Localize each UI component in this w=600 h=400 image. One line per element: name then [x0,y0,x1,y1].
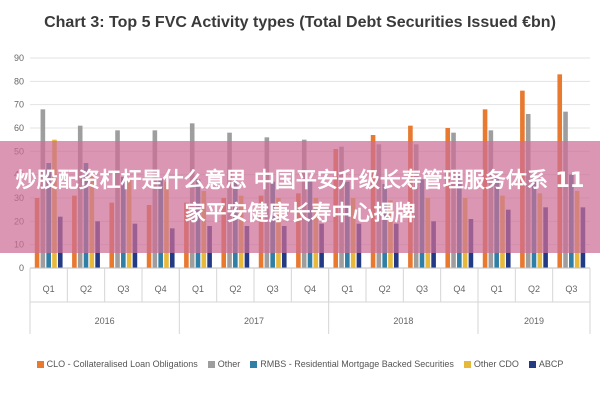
year-label: 2016 [95,316,115,326]
legend-item: ABCP [528,359,564,369]
y-tick-label: 90 [14,53,24,63]
chart-title: Chart 3: Top 5 FVC Activity types (Total… [44,14,556,31]
legend-item: Other CDO [463,359,519,369]
legend-swatch [528,360,536,368]
legend-label: Other CDO [473,359,519,369]
y-tick-label: 0 [19,263,24,273]
legend-label: Other [217,359,241,369]
y-tick-label: 60 [14,123,24,133]
x-tick-label: Q4 [155,284,167,294]
x-tick-label: Q1 [491,284,503,294]
year-label: 2018 [393,316,413,326]
year-label: 2019 [524,316,544,326]
year-label: 2017 [244,316,264,326]
legend-item: RMBS - Residential Mortgage Backed Secur… [250,359,454,369]
x-tick-label: Q1 [192,284,204,294]
x-tick-label: Q2 [379,284,391,294]
x-tick-label: Q3 [416,284,428,294]
y-tick-label: 70 [14,100,24,110]
x-tick-label: Q2 [229,284,241,294]
x-tick-label: Q4 [453,284,465,294]
legend-label: RMBS - Residential Mortgage Backed Secur… [260,359,454,369]
x-tick-label: Q3 [117,284,129,294]
legend-swatch [36,360,44,368]
x-tick-label: Q2 [528,284,540,294]
x-tick-label: Q1 [341,284,353,294]
legend-label: CLO - Collateralised Loan Obligations [46,359,198,369]
x-tick-label: Q1 [43,284,55,294]
y-tick-label: 80 [14,76,24,86]
chart-legend: CLO - Collateralised Loan Obligations Oth… [0,356,600,372]
legend-item: Other [207,359,241,369]
legend-item: CLO - Collateralised Loan Obligations [36,359,198,369]
x-tick-label: Q2 [80,284,92,294]
headline-text: 炒股配资杠杆是什么意思 中国平安升级长寿管理服务体系 11家平安健康长寿中心揭牌 [15,168,585,225]
x-tick-label: Q3 [267,284,279,294]
headline-banner[interactable]: 炒股配资杠杆是什么意思 中国平安升级长寿管理服务体系 11家平安健康长寿中心揭牌 [0,141,600,253]
x-tick-label: Q3 [565,284,577,294]
legend-label: ABCP [538,359,564,369]
legend-swatch [463,360,471,368]
legend-swatch [250,360,258,368]
x-tick-label: Q4 [304,284,316,294]
legend-swatch [207,360,215,368]
